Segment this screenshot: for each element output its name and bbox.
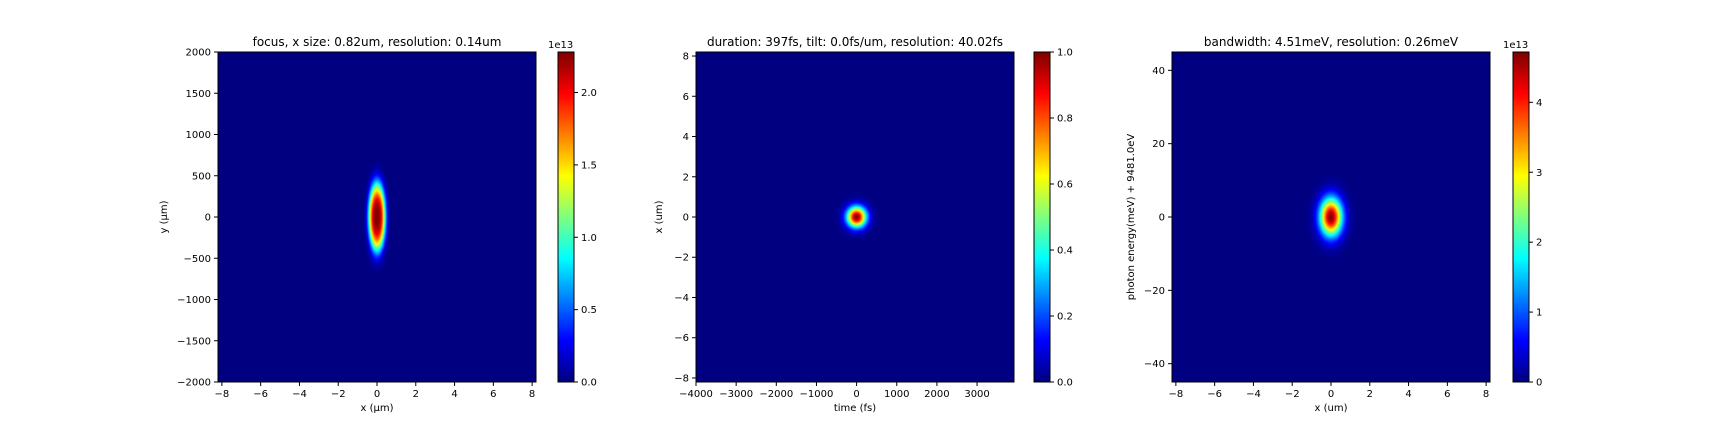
- colorbar-tick-label: 0.6: [1057, 180, 1073, 191]
- colorbar-offset-label: 1e13: [548, 40, 573, 51]
- y-tick-label: 500: [192, 171, 211, 182]
- chart-title: focus, x size: 0.82um, resolution: 0.14u…: [253, 35, 502, 49]
- colorbar-tick-label: 1.0: [1057, 48, 1073, 59]
- y-tick-label: 0: [683, 213, 689, 224]
- colorbar-frame: [1512, 51, 1530, 383]
- x-tick-label: 2000: [924, 389, 949, 400]
- x-tick-label: 3000: [964, 389, 989, 400]
- x-tick-label: −6: [253, 389, 268, 400]
- x-tick-label: 0: [374, 389, 380, 400]
- colorbar-tick-label: 0.2: [1057, 312, 1073, 323]
- colorbar-tick-label: 2.0: [581, 88, 597, 99]
- x-tick-label: −4000: [679, 389, 713, 400]
- y-tick-label: 0: [1159, 213, 1165, 224]
- y-tick-label: −6: [674, 333, 689, 344]
- colorbar-tick-label: 0: [1536, 378, 1542, 389]
- x-tick-label: 4: [451, 389, 457, 400]
- y-tick-label: −2: [674, 253, 689, 264]
- heatmap-image: [1172, 52, 1490, 382]
- chart-title: duration: 397fs, tilt: 0.0fs/um, resolut…: [707, 35, 1003, 49]
- colorbar-tick-label: 0.0: [1057, 378, 1073, 389]
- x-tick-label: −2: [1285, 389, 1300, 400]
- x-tick-label: −6: [1207, 389, 1222, 400]
- y-tick-label: −4: [674, 293, 689, 304]
- x-tick-label: 2: [1367, 389, 1373, 400]
- y-tick-label: −20: [1144, 286, 1165, 297]
- colorbar-offset-label: 1e13: [1503, 40, 1528, 51]
- chart-panel-3: bandwidth: 4.51meV, resolution: 0.26meV −…: [1126, 35, 1542, 414]
- heatmap-image: [696, 52, 1014, 382]
- colorbar: 0.0 0.5 1.0 1.5 2.0 1e13: [548, 40, 597, 389]
- heatmap-image: [218, 52, 536, 382]
- y-tick-label: 20: [1152, 139, 1165, 150]
- colorbar-gradient: [1513, 52, 1529, 382]
- colorbar-tick-label: 4: [1536, 98, 1542, 109]
- x-tick-label: −8: [215, 389, 230, 400]
- chart-panel-1: focus, x size: 0.82um, resolution: 0.14u…: [159, 35, 597, 414]
- y-tick-label: −2000: [177, 378, 211, 389]
- y-tick-label: 0: [205, 213, 211, 224]
- colorbar-tick-label: 0.5: [581, 305, 597, 316]
- x-tick-label: 0: [1328, 389, 1334, 400]
- y-axis-label: x (um): [654, 200, 665, 233]
- y-tick-label: 8: [683, 52, 689, 63]
- x-tick-label: 6: [490, 389, 496, 400]
- x-tick-label: 8: [1483, 389, 1489, 400]
- colorbar: 0.0 0.2 0.4 0.6 0.8 1.0: [1033, 48, 1073, 389]
- y-tick-label: −1500: [177, 336, 211, 347]
- x-tick-label: −3000: [719, 389, 753, 400]
- chart-title: bandwidth: 4.51meV, resolution: 0.26meV: [1204, 35, 1459, 49]
- y-tick-label: −1000: [177, 295, 211, 306]
- x-tick-label: 4: [1405, 389, 1411, 400]
- y-tick-label: 4: [683, 132, 689, 143]
- y-tick-label: 2: [683, 172, 689, 183]
- chart-panel-2: duration: 397fs, tilt: 0.0fs/um, resolut…: [654, 35, 1073, 414]
- x-tick-label: 6: [1444, 389, 1450, 400]
- y-tick-label: −8: [674, 373, 689, 384]
- x-tick-label: −2000: [759, 389, 793, 400]
- colorbar-tick-label: 0.4: [1057, 246, 1073, 257]
- y-tick-label: 2000: [186, 48, 211, 59]
- colorbar-tick-label: 2: [1536, 238, 1542, 249]
- x-tick-label: 2: [413, 389, 419, 400]
- y-tick-label: 1500: [186, 89, 211, 100]
- x-axis-label: time (fs): [834, 403, 876, 414]
- x-tick-label: −1000: [800, 389, 834, 400]
- colorbar-frame: [557, 51, 575, 383]
- x-tick-label: −8: [1169, 389, 1184, 400]
- colorbar-tick-label: 1.5: [581, 160, 597, 171]
- y-axis-label: y (μm): [159, 200, 170, 233]
- colorbar-tick-label: 0.8: [1057, 114, 1073, 125]
- x-axis-label: x (um): [1315, 403, 1348, 414]
- y-tick-label: 1000: [186, 130, 211, 141]
- x-tick-label: −4: [1246, 389, 1261, 400]
- x-tick-label: −4: [292, 389, 307, 400]
- colorbar-tick-label: 0.0: [581, 378, 597, 389]
- y-tick-label: −500: [184, 254, 211, 265]
- y-tick-label: 6: [683, 92, 689, 103]
- colorbar-gradient: [558, 52, 574, 382]
- colorbar: 0 1 2 3 4 1e13: [1503, 40, 1542, 389]
- x-axis-label: x (μm): [360, 403, 393, 414]
- colorbar-tick-label: 1: [1536, 308, 1542, 319]
- colorbar-frame: [1033, 51, 1051, 383]
- x-tick-label: −2: [331, 389, 346, 400]
- x-tick-label: 0: [853, 389, 859, 400]
- x-tick-label: 1000: [884, 389, 909, 400]
- y-tick-label: 40: [1152, 66, 1165, 77]
- y-axis-label: photon energy(meV) + 9481.0eV: [1126, 134, 1137, 301]
- colorbar-tick-label: 3: [1536, 168, 1542, 179]
- y-tick-label: −40: [1144, 359, 1165, 370]
- colorbar-tick-label: 1.0: [581, 233, 597, 244]
- x-tick-label: 8: [529, 389, 535, 400]
- colorbar-gradient: [1034, 52, 1050, 382]
